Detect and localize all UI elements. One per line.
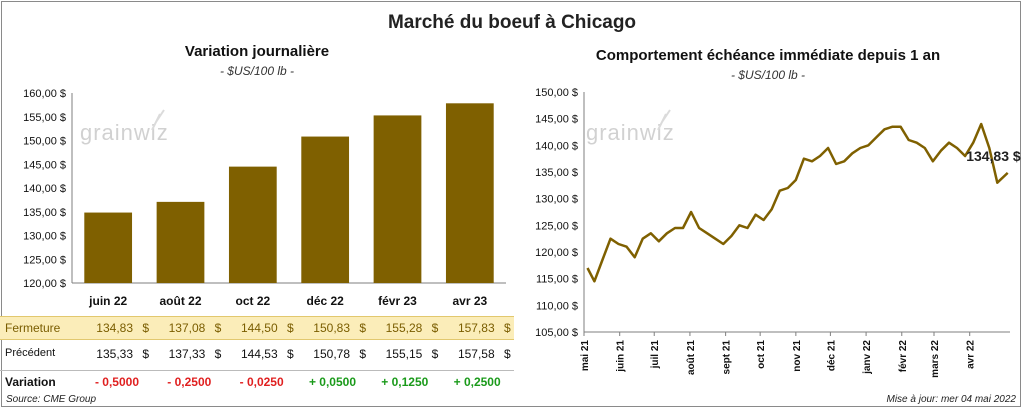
fermeture-label: Fermeture [5,321,61,335]
right-chart-subtitle: - $US/100 lb - [730,68,806,82]
line-x-tick-label: mars 22 [930,340,941,378]
unit-symbol: $ [431,321,439,335]
bar-y-tick-label: 130,00 $ [23,231,66,243]
fermeture-value: 134,83 [96,321,133,335]
line-x-tick-label: déc 21 [826,340,837,372]
bar-category-label: juin 22 [88,294,127,308]
precedent-value: 155,15 [385,347,423,361]
bar-y-tick-label: 160,00 $ [23,88,66,100]
variation-value: + 0,1250 [381,375,429,389]
right-chart-title: Comportement échéance immédiate depuis 1… [595,47,941,64]
line-y-tick-label: 130,00 $ [535,194,578,206]
bar-y-tick-label: 155,00 $ [23,112,66,124]
line-y-tick-label: 125,00 $ [535,220,578,232]
line-y-tick-label: 120,00 $ [535,247,578,259]
unit-symbol: $ [503,321,511,335]
line-x-tick-label: mai 21 [580,340,591,372]
bar-y-tick-label: 140,00 $ [23,183,66,195]
precedent-label: Précédent [5,347,56,359]
unit-symbol: $ [286,321,294,335]
line-y-tick-label: 140,00 $ [535,140,578,152]
left-chart-subtitle: - $US/100 lb - [219,64,295,78]
unit-symbol: $ [431,347,439,361]
precedent-value: 144,53 [240,347,278,361]
unit-symbol: $ [142,347,149,361]
line-x-tick-label: août 21 [686,340,697,375]
watermark-wheat-icon [657,109,671,131]
last-value-label: 134,83 $ [966,148,1021,164]
variation-value: - 0,0250 [239,375,284,389]
fermeture-value: 155,28 [385,321,423,335]
unit-symbol: $ [214,347,222,361]
bar-y-tick-label: 135,00 $ [23,207,66,219]
bar-chart: 120,00 $ 125,00 $ 130,00 $ 135,00 $ 140,00 $… [23,88,506,308]
line-x-tick-label: avr 22 [966,340,977,369]
bar-category-label: oct 22 [235,294,270,308]
bar-category-label: août 22 [159,294,201,308]
bar [445,103,494,284]
line-y-tick-label: 135,00 $ [535,167,578,179]
unit-symbol: $ [359,347,366,361]
update-note: Mise à jour: mer 04 mai 2022 [886,394,1016,405]
variation-value: - 0,2500 [167,375,212,389]
variation-value: + 0,2500 [453,375,501,389]
line-x-tick-label: juin 21 [616,340,627,373]
line-x-tick-label: juil 21 [650,340,661,370]
line-y-tick-label: 145,00 $ [535,114,578,126]
line-y-tick-label: 110,00 $ [536,300,578,312]
precedent-row: Précédent 135,33 $137,33 $144,53 $150,78 $15… [0,343,514,365]
variation-row: Variation - 0,5000 - 0,2500 - 0,0250 + 0,05… [0,370,514,393]
watermark-text: grainwiz [586,120,675,145]
line-x-tick-label: févr 22 [898,340,909,373]
bar-y-tick-label: 150,00 $ [23,136,66,148]
bar-y-tick-label: 125,00 $ [23,254,66,266]
line-y-tick-label: 150,00 $ [535,87,578,99]
unit-symbol: $ [214,321,222,335]
fermeture-value: 137,08 [168,321,206,335]
fermeture-value: 157,83 [457,321,495,335]
unit-symbol: $ [503,347,511,361]
bar-category-label: avr 23 [452,294,487,308]
bar-category-label: févr 23 [378,294,417,308]
bar [228,166,277,283]
watermark-wheat-icon [151,109,165,131]
bar [84,212,133,283]
grainwiz-watermark: grainwiz [586,109,675,145]
variation-value: + 0,0500 [308,375,356,389]
price-line [586,122,1009,283]
line-chart: 105,00 $ 110,00 $ 115,00 $ 120,00 $ 125,00 $… [535,87,1021,378]
source-note: Source: CME Group [6,394,97,405]
bar-y-tick-label: 145,00 $ [23,159,66,171]
line-x-tick-label: sept 21 [722,340,733,375]
fermeture-value: 150,83 [313,321,350,335]
precedent-value: 137,33 [168,347,206,361]
left-chart-title: Variation journalière [184,43,330,60]
bar [301,136,350,283]
page-title: Marché du boeuf à Chicago [387,12,637,33]
line-x-tick-label: oct 21 [756,340,767,369]
unit-symbol: $ [286,347,294,361]
unit-symbol: $ [142,321,149,335]
unit-symbol: $ [359,321,366,335]
line-x-tick-label: janv 22 [862,340,873,375]
bar-y-tick-label: 120,00 $ [23,278,66,290]
bar-category-label: déc 22 [306,294,344,308]
grainwiz-watermark: grainwiz [80,109,169,145]
watermark-text: grainwiz [80,120,169,145]
bar [373,115,422,283]
fermeture-row: Fermeture 134,83 $137,08 $144,50 $150,83 $15… [0,316,514,340]
line-x-tick-label: nov 21 [792,340,803,372]
bar [156,201,205,283]
line-y-tick-label: 105,00 $ [535,327,578,339]
precedent-value: 135,33 [96,347,133,361]
fermeture-value: 144,50 [240,321,278,335]
variation-value: - 0,5000 [94,375,139,389]
precedent-value: 150,78 [313,347,350,361]
precedent-value: 157,58 [457,347,495,361]
variation-label: Variation [5,375,56,389]
line-y-tick-label: 115,00 $ [536,274,578,286]
